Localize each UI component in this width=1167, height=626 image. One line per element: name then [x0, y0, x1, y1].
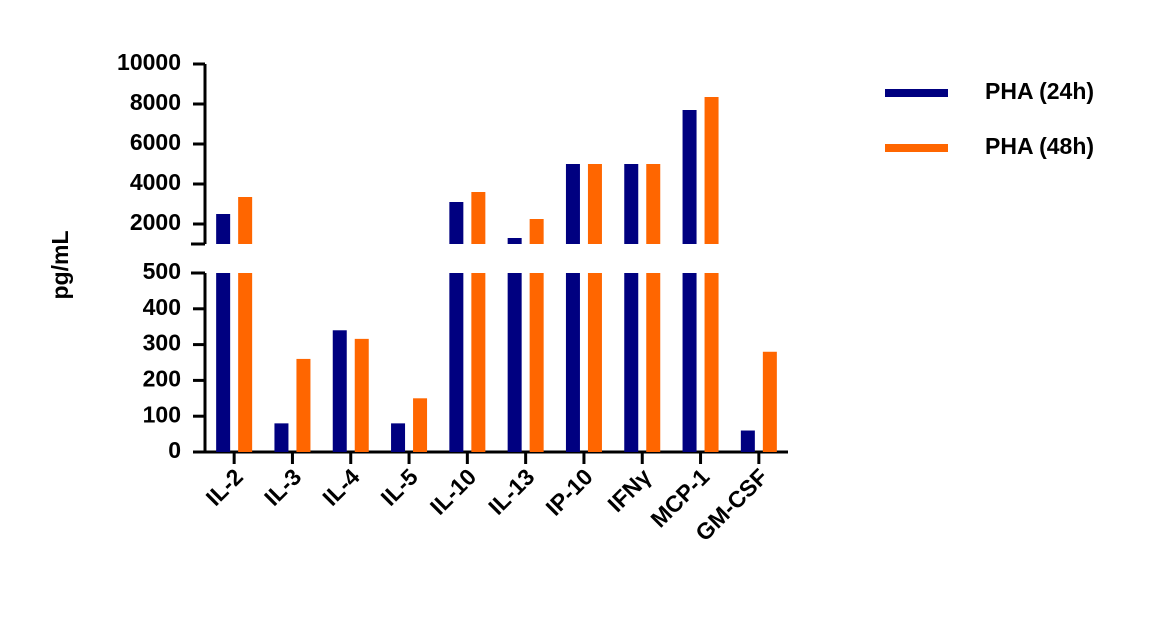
bar [296, 358, 311, 452]
bar [529, 273, 544, 452]
y-tick-label: 200 [143, 365, 181, 391]
bar [354, 338, 369, 452]
y-tick-label: 300 [143, 330, 181, 356]
bar-upper [449, 202, 464, 244]
bar [565, 273, 580, 452]
x-tick-label: IL-4 [317, 463, 364, 510]
bar [391, 423, 406, 452]
legend-label: PHA (48h) [985, 133, 1094, 159]
y-tick-label: 400 [143, 294, 181, 320]
bar-upper [587, 164, 602, 244]
bar [704, 273, 719, 452]
x-tick-label: IL-5 [376, 463, 423, 510]
y-tick-label: 0 [168, 437, 181, 463]
x-tick-label: IFNγ [602, 463, 656, 517]
bar [624, 273, 639, 452]
bar-upper [624, 164, 639, 244]
bar [332, 330, 347, 452]
x-tick-label: IP-10 [541, 463, 598, 520]
y-tick-label: 10000 [117, 49, 181, 75]
bar [449, 273, 464, 452]
bar-upper [507, 238, 522, 244]
y-axis-title: pg/mL [47, 231, 73, 300]
x-tick-label: IL-13 [483, 463, 539, 519]
y-tick-label: 500 [143, 258, 181, 284]
bar-upper [529, 219, 544, 244]
bar-upper [471, 192, 486, 244]
y-tick-label: 4000 [130, 169, 181, 195]
bar-upper [646, 164, 661, 244]
y-tick-label: 2000 [130, 209, 181, 235]
bar [274, 423, 289, 452]
bar [646, 273, 661, 452]
x-tick-label: IL-10 [425, 463, 481, 519]
bar [507, 273, 522, 452]
x-tick-label: IL-2 [201, 463, 248, 510]
bar [471, 273, 486, 452]
bar-upper [682, 110, 697, 244]
y-tick-label: 6000 [130, 129, 181, 155]
y-tick-label: 8000 [130, 89, 181, 115]
bar-upper [704, 97, 719, 244]
bar-upper [216, 214, 231, 244]
bar [238, 273, 253, 452]
y-tick-label: 100 [143, 401, 181, 427]
bar-upper [238, 197, 253, 244]
legend-label: PHA (24h) [985, 78, 1094, 104]
bar [740, 430, 755, 452]
bar [413, 398, 428, 452]
bar [587, 273, 602, 452]
x-tick-label: IL-3 [259, 463, 306, 510]
bar-upper [565, 164, 580, 244]
bar [682, 273, 697, 452]
bar [762, 351, 777, 452]
bar [216, 273, 231, 452]
